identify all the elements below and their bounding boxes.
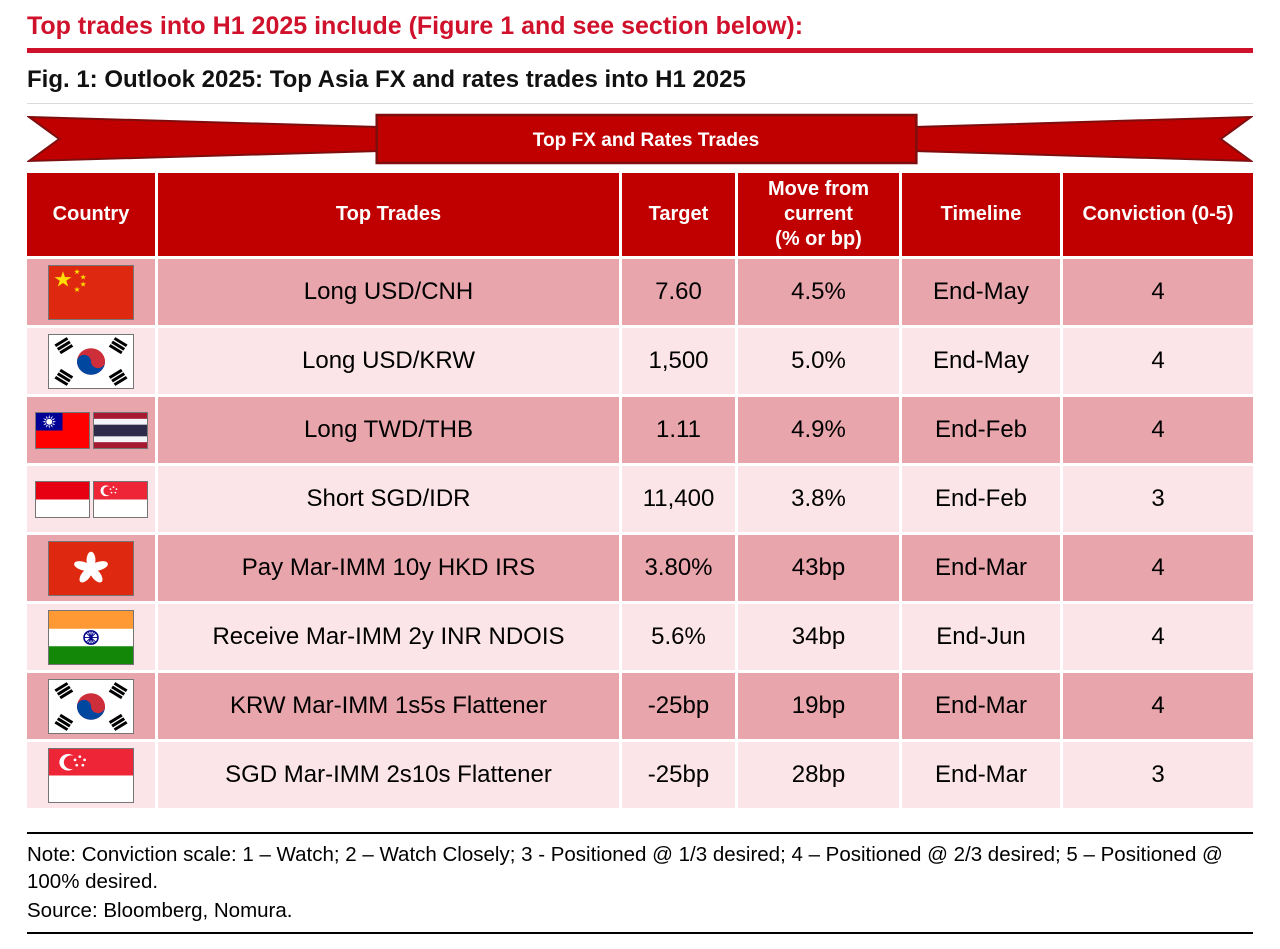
- col-header-country: Country: [27, 173, 155, 256]
- banner-ribbon: Top FX and Rates Trades: [27, 113, 1253, 165]
- move-cell: 5.0%: [738, 328, 899, 394]
- trade-cell: Short SGD/IDR: [158, 466, 619, 532]
- conviction-cell: 4: [1063, 328, 1253, 394]
- india-flag-icon: [48, 609, 134, 665]
- move-cell: 4.5%: [738, 259, 899, 325]
- thailand-flag-icon: [92, 411, 148, 449]
- bottom-divider: [27, 931, 1253, 934]
- ribbon-right-wing: [913, 115, 1253, 163]
- singapore-flag-icon: [92, 480, 148, 518]
- target-cell: 1,500: [622, 328, 735, 394]
- col-header-target: Target: [622, 173, 735, 256]
- country-cell: [27, 466, 155, 532]
- china-flag-icon: [48, 264, 134, 320]
- country-cell: [27, 535, 155, 601]
- source-text: Source: Bloomberg, Nomura.: [27, 898, 293, 922]
- timeline-cell: End-Mar: [902, 742, 1060, 808]
- col-header-move: Move from current (% or bp): [738, 173, 899, 256]
- indonesia-flag-icon: [34, 480, 90, 518]
- ribbon-center-box: [375, 113, 918, 165]
- target-cell: 7.60: [622, 259, 735, 325]
- headline: Top trades into H1 2025 include (Figure …: [27, 12, 804, 40]
- south-korea-flag-icon: [48, 678, 134, 734]
- conviction-cell: 3: [1063, 742, 1253, 808]
- hong-kong-flag-icon: [48, 540, 134, 596]
- conviction-cell: 4: [1063, 397, 1253, 463]
- taiwan-flag-icon: [34, 411, 90, 449]
- conviction-cell: 3: [1063, 466, 1253, 532]
- trades-table: Country Top Trades Target Move from curr…: [27, 173, 1253, 808]
- timeline-cell: End-May: [902, 328, 1060, 394]
- target-cell: -25bp: [622, 673, 735, 739]
- move-cell: 19bp: [738, 673, 899, 739]
- banner-label: Top FX and Rates Trades: [533, 130, 760, 151]
- singapore-flag-icon: [48, 747, 134, 803]
- move-cell: 28bp: [738, 742, 899, 808]
- ribbon-left-wing: [27, 115, 380, 163]
- country-cell: [27, 328, 155, 394]
- figure-title: Fig. 1: Outlook 2025: Top Asia FX and ra…: [27, 66, 1253, 104]
- south-korea-flag-icon: [48, 333, 134, 389]
- col-header-conviction: Conviction (0-5): [1063, 173, 1253, 256]
- trade-cell: Long TWD/THB: [158, 397, 619, 463]
- country-cell: [27, 742, 155, 808]
- move-cell: 34bp: [738, 604, 899, 670]
- conviction-cell: 4: [1063, 259, 1253, 325]
- country-cell: [27, 604, 155, 670]
- country-cell: [27, 397, 155, 463]
- banner-ribbon-shape: Top FX and Rates Trades: [27, 113, 1253, 165]
- target-cell: 5.6%: [622, 604, 735, 670]
- col-header-timeline: Timeline: [902, 173, 1060, 256]
- note-text: Note: Conviction scale: 1 – Watch; 2 – W…: [27, 832, 1253, 896]
- headline-underline: [27, 48, 1253, 53]
- trade-cell: SGD Mar-IMM 2s10s Flattener: [158, 742, 619, 808]
- target-cell: -25bp: [622, 742, 735, 808]
- trade-cell: Long USD/KRW: [158, 328, 619, 394]
- trade-cell: Long USD/CNH: [158, 259, 619, 325]
- move-cell: 4.9%: [738, 397, 899, 463]
- timeline-cell: End-Mar: [902, 673, 1060, 739]
- timeline-cell: End-May: [902, 259, 1060, 325]
- timeline-cell: End-Mar: [902, 535, 1060, 601]
- trade-cell: Pay Mar-IMM 10y HKD IRS: [158, 535, 619, 601]
- move-cell: 3.8%: [738, 466, 899, 532]
- target-cell: 11,400: [622, 466, 735, 532]
- conviction-cell: 4: [1063, 535, 1253, 601]
- col-header-top-trades: Top Trades: [158, 173, 619, 256]
- target-cell: 3.80%: [622, 535, 735, 601]
- move-cell: 43bp: [738, 535, 899, 601]
- trade-cell: KRW Mar-IMM 1s5s Flattener: [158, 673, 619, 739]
- country-cell: [27, 259, 155, 325]
- timeline-cell: End-Feb: [902, 397, 1060, 463]
- conviction-cell: 4: [1063, 673, 1253, 739]
- timeline-cell: End-Jun: [902, 604, 1060, 670]
- target-cell: 1.11: [622, 397, 735, 463]
- conviction-cell: 4: [1063, 604, 1253, 670]
- trade-cell: Receive Mar-IMM 2y INR NDOIS: [158, 604, 619, 670]
- timeline-cell: End-Feb: [902, 466, 1060, 532]
- country-cell: [27, 673, 155, 739]
